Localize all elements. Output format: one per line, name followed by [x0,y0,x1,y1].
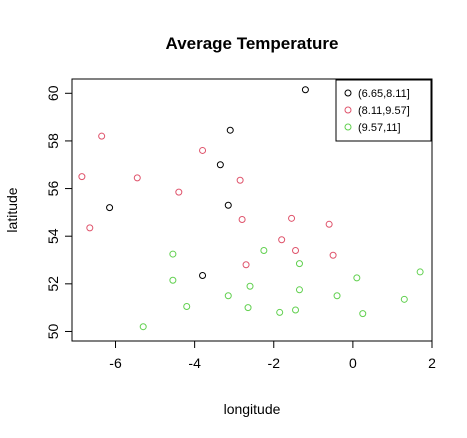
data-points [78,86,424,331]
x-tick-label: 0 [349,355,357,371]
y-tick-label: 58 [45,133,61,149]
x-tick-label: 2 [428,355,436,371]
data-point-series-1 [236,176,244,184]
x-tick-label: -6 [109,355,122,371]
data-point-series-1 [175,188,183,196]
data-point-series-2 [353,274,361,282]
data-point-series-1 [325,220,333,228]
legend-label: (8.11,9.57] [358,105,410,117]
data-point-series-0 [226,126,234,134]
x-axis: -6 -4 -2 0 2 [109,340,436,371]
x-axis-label: longitude [224,401,281,417]
data-point-series-2 [359,310,367,318]
data-point-series-1 [199,146,207,154]
y-tick-label: 52 [45,276,61,292]
data-point-series-2 [276,308,284,316]
data-point-series-0 [216,161,224,169]
legend-marker [344,106,352,114]
data-point-series-0 [301,86,309,94]
data-point-series-1 [133,174,141,182]
data-point-series-2 [169,276,177,284]
data-point-series-1 [288,214,296,222]
legend-marker [344,89,352,97]
data-point-series-2 [333,292,341,300]
data-point-series-1 [292,246,300,254]
data-point-series-0 [199,272,207,279]
data-point-series-2 [400,295,408,303]
data-point-series-1 [278,236,286,244]
data-point-series-1 [78,173,86,181]
y-tick-label: 56 [45,181,61,197]
data-point-series-2 [416,268,424,276]
legend-marker [344,123,352,131]
y-tick-label: 60 [45,85,61,101]
data-point-series-2 [292,306,300,314]
data-point-series-2 [260,246,268,254]
data-point-series-2 [139,323,147,331]
data-point-series-1 [98,132,106,140]
y-axis: 50 52 54 56 58 60 [45,85,73,339]
legend-label: (6.65,8.11] [358,88,410,100]
data-point-series-2 [244,304,252,312]
data-point-series-2 [224,292,232,300]
data-point-series-2 [295,286,303,294]
data-point-series-1 [238,216,246,224]
data-point-series-0 [106,204,114,212]
x-tick-label: -4 [188,355,201,371]
legend: (6.65,8.11] (8.11,9.57] (9.57,11] [335,79,432,142]
legend-box [335,79,432,142]
chart-title: Average Temperature [166,34,339,53]
data-point-series-2 [169,250,177,258]
data-point-series-2 [183,302,191,310]
y-axis-label: latitude [4,187,20,232]
x-tick-label: -2 [268,355,281,371]
data-point-series-1 [329,251,337,259]
data-point-series-2 [246,282,254,290]
data-point-series-0 [224,201,232,209]
y-tick-label: 50 [45,323,61,339]
data-point-series-1 [242,261,250,269]
legend-label: (9.57,11] [358,122,401,134]
y-tick-label: 54 [45,228,61,244]
data-point-series-1 [86,224,94,232]
data-point-series-2 [295,260,303,268]
